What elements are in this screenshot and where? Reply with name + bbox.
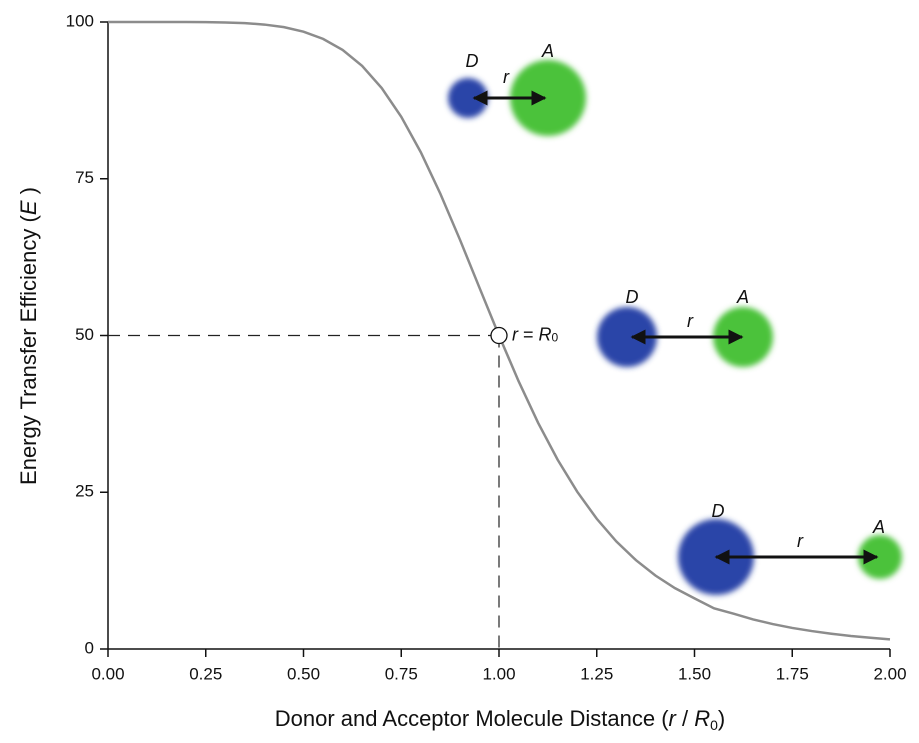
reference-label-part: R [539, 324, 552, 344]
y-tick-label: 0 [85, 638, 94, 657]
distance-label: r [687, 311, 694, 331]
x-tick-label: 1.75 [776, 664, 809, 683]
reference-label-part: 0 [552, 331, 559, 345]
x-tick-label: 1.25 [580, 664, 613, 683]
x-tick-label: 0.00 [91, 664, 124, 683]
y-tick-label: 25 [75, 482, 94, 501]
acceptor-label: A [541, 41, 554, 61]
donor-label: D [626, 287, 639, 307]
x-tick-label: 0.50 [287, 664, 320, 683]
distance-label: r [503, 67, 510, 87]
distance-label: r [797, 531, 804, 551]
x-tick-label: 0.75 [385, 664, 418, 683]
y-axis-title: Energy Transfer Efficiency (E ) [16, 187, 41, 485]
x-tick-label: 2.00 [873, 664, 906, 683]
reference-label-part: = [518, 324, 539, 344]
y-tick-label: 50 [75, 325, 94, 344]
donor-label: D [712, 501, 725, 521]
y-tick-label: 75 [75, 168, 94, 187]
donor-label: D [466, 51, 479, 71]
acceptor-label: A [736, 287, 749, 307]
chart: Energy Transfer Efficiency (E ) Donor an… [0, 0, 919, 743]
x-tick-label: 1.00 [482, 664, 515, 683]
x-tick-label: 0.25 [189, 664, 222, 683]
reference-point [491, 328, 507, 344]
acceptor-label: A [872, 517, 885, 537]
x-tick-label: 1.50 [678, 664, 711, 683]
y-tick-label: 100 [66, 11, 94, 30]
x-axis-title: Donor and Acceptor Molecule Distance (r … [275, 706, 725, 733]
reference-label: r = R0 [512, 324, 559, 344]
